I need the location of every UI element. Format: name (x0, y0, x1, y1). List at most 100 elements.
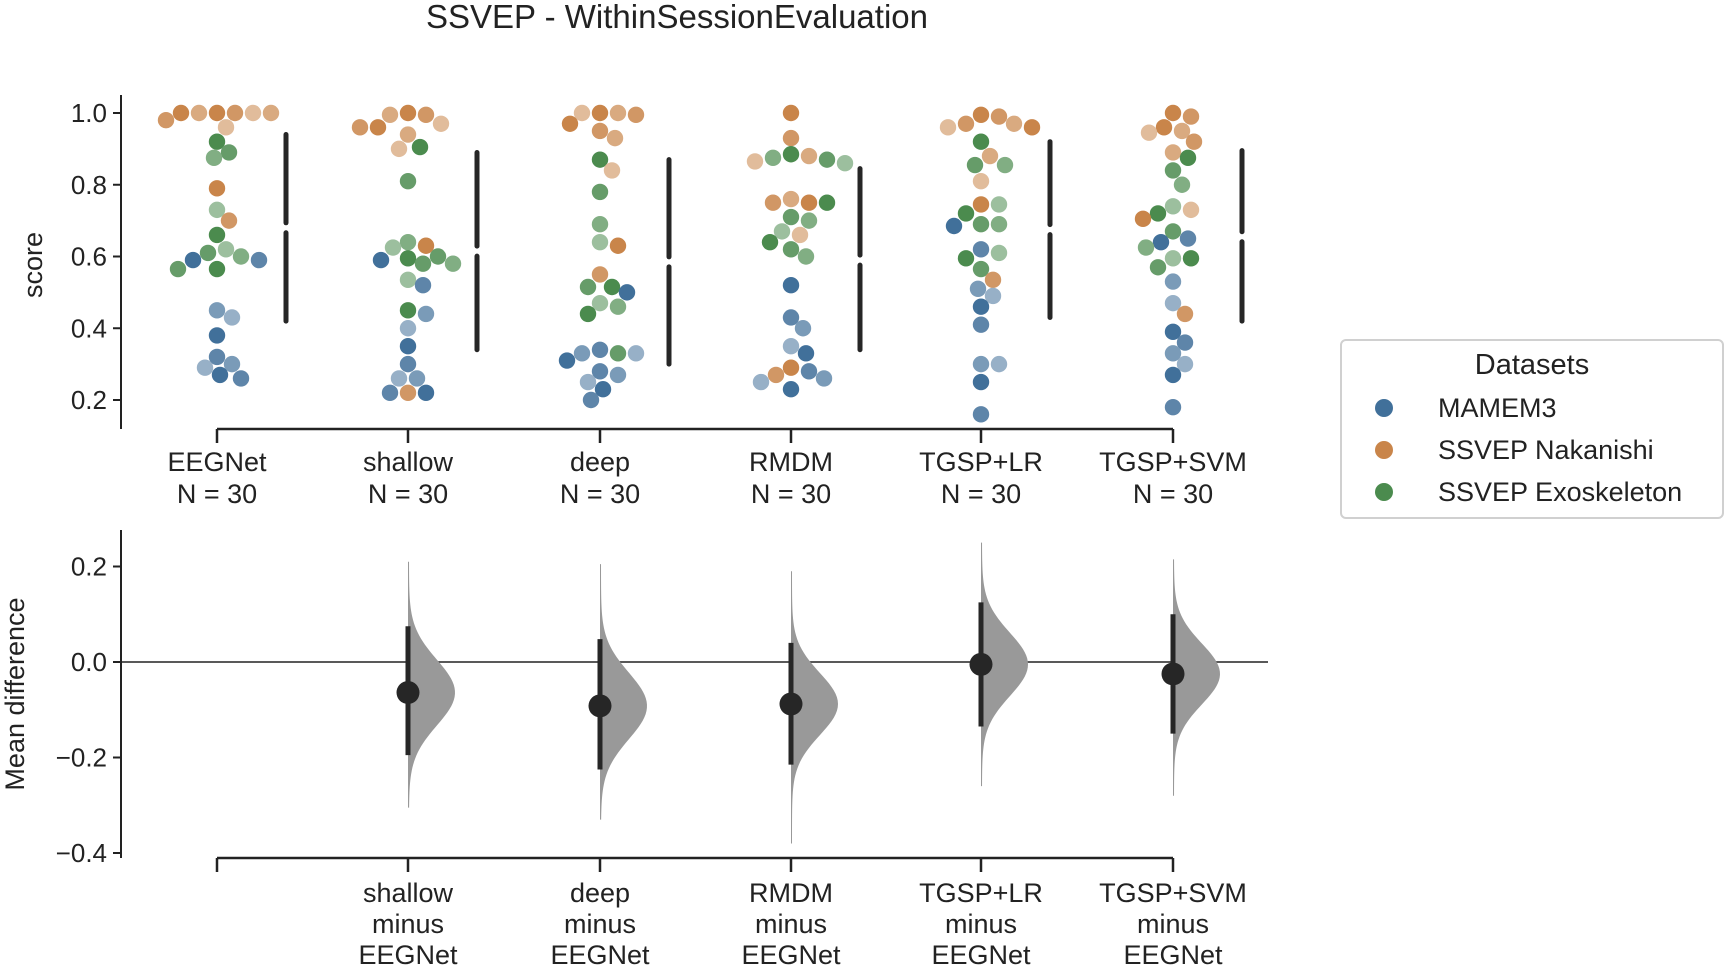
data-point (591, 266, 609, 283)
legend-label: MAMEM3 (1438, 393, 1557, 423)
data-point (190, 104, 208, 122)
data-point (208, 133, 226, 150)
data-point (1176, 355, 1194, 373)
data-point (782, 241, 800, 258)
data-point (384, 239, 402, 256)
mean-difference-point (779, 692, 803, 716)
comparison-label: RMDM (749, 878, 833, 908)
data-point (414, 277, 432, 294)
data-point (767, 366, 785, 384)
data-point (1005, 115, 1023, 132)
legend-marker (1375, 483, 1393, 501)
data-point (591, 183, 609, 201)
data-point (381, 106, 399, 123)
data-point (1173, 176, 1191, 193)
data-point (591, 216, 609, 233)
data-point (594, 381, 612, 398)
data-point (972, 373, 990, 391)
legend-title: Datasets (1475, 349, 1589, 381)
n-label: N = 30 (1133, 479, 1213, 509)
data-point (217, 119, 235, 136)
data-point (1140, 124, 1158, 141)
n-label: N = 30 (177, 479, 257, 509)
data-point (972, 216, 990, 233)
data-point (208, 302, 226, 319)
y-tick-label: 0.2 (71, 552, 107, 582)
comparison-label: EEGNet (550, 940, 650, 966)
data-point (990, 244, 1008, 262)
data-point (591, 104, 609, 122)
y-tick-label: 0.0 (71, 647, 107, 677)
data-point (591, 122, 609, 140)
data-point (990, 196, 1008, 213)
data-point (627, 106, 645, 123)
data-point (220, 212, 238, 229)
data-point (957, 250, 975, 267)
data-point (223, 309, 241, 326)
data-point (782, 208, 800, 226)
bootstrap-distribution (600, 564, 647, 820)
data-point (782, 129, 800, 147)
y-tick-label: 0.2 (71, 385, 107, 415)
bootstrap-distribution (981, 542, 1028, 787)
data-point (761, 233, 779, 251)
data-point (972, 106, 990, 123)
data-point (764, 194, 782, 211)
data-point (217, 241, 235, 258)
comparison-label: minus (945, 909, 1017, 939)
data-point (815, 370, 833, 387)
data-point (972, 172, 990, 190)
data-point (800, 194, 818, 211)
data-point (1182, 108, 1200, 125)
data-point (1164, 323, 1182, 341)
data-point (618, 284, 636, 301)
data-point (417, 237, 435, 254)
data-point (818, 151, 836, 168)
data-point (966, 156, 984, 174)
data-point (972, 406, 990, 423)
data-point (609, 345, 627, 362)
data-point (1164, 345, 1182, 362)
data-point (208, 180, 226, 197)
data-point (211, 366, 229, 384)
bootstrap-distribution (791, 571, 838, 844)
comparison-label: minus (1137, 909, 1209, 939)
data-point (603, 162, 621, 179)
data-point (1164, 104, 1182, 122)
comparison-label: minus (755, 909, 827, 939)
data-point (800, 363, 818, 380)
data-point (603, 278, 621, 296)
data-point (561, 115, 579, 132)
data-point (782, 337, 800, 355)
data-point (957, 115, 975, 132)
data-point (417, 384, 435, 402)
data-point (579, 305, 597, 323)
data-point (591, 151, 609, 168)
legend: Datasets MAMEM3 SSVEP Nakanishi SSVEP Exos… (1340, 339, 1724, 519)
data-point (1164, 198, 1182, 215)
data-point (1179, 230, 1197, 247)
data-point (1137, 239, 1155, 256)
data-point (1179, 149, 1197, 167)
data-point (417, 106, 435, 123)
n-label: N = 30 (751, 479, 831, 509)
data-point (381, 384, 399, 402)
x-tick-label: TGSP+LR (919, 447, 1043, 477)
data-point (1176, 334, 1194, 351)
data-point (836, 155, 854, 172)
y-tick-label: −0.2 (56, 743, 107, 773)
legend-label: SSVEP Exoskeleton (1438, 477, 1682, 507)
data-point (818, 194, 836, 211)
data-point (1164, 250, 1182, 267)
data-point (369, 119, 387, 136)
data-point (411, 138, 429, 156)
comparison-label: deep (570, 878, 630, 908)
data-point (1164, 273, 1182, 290)
data-point (606, 129, 624, 147)
comparison-label: minus (372, 909, 444, 939)
data-point (414, 255, 432, 272)
data-point (399, 250, 417, 267)
x-tick-label: shallow (363, 447, 454, 477)
